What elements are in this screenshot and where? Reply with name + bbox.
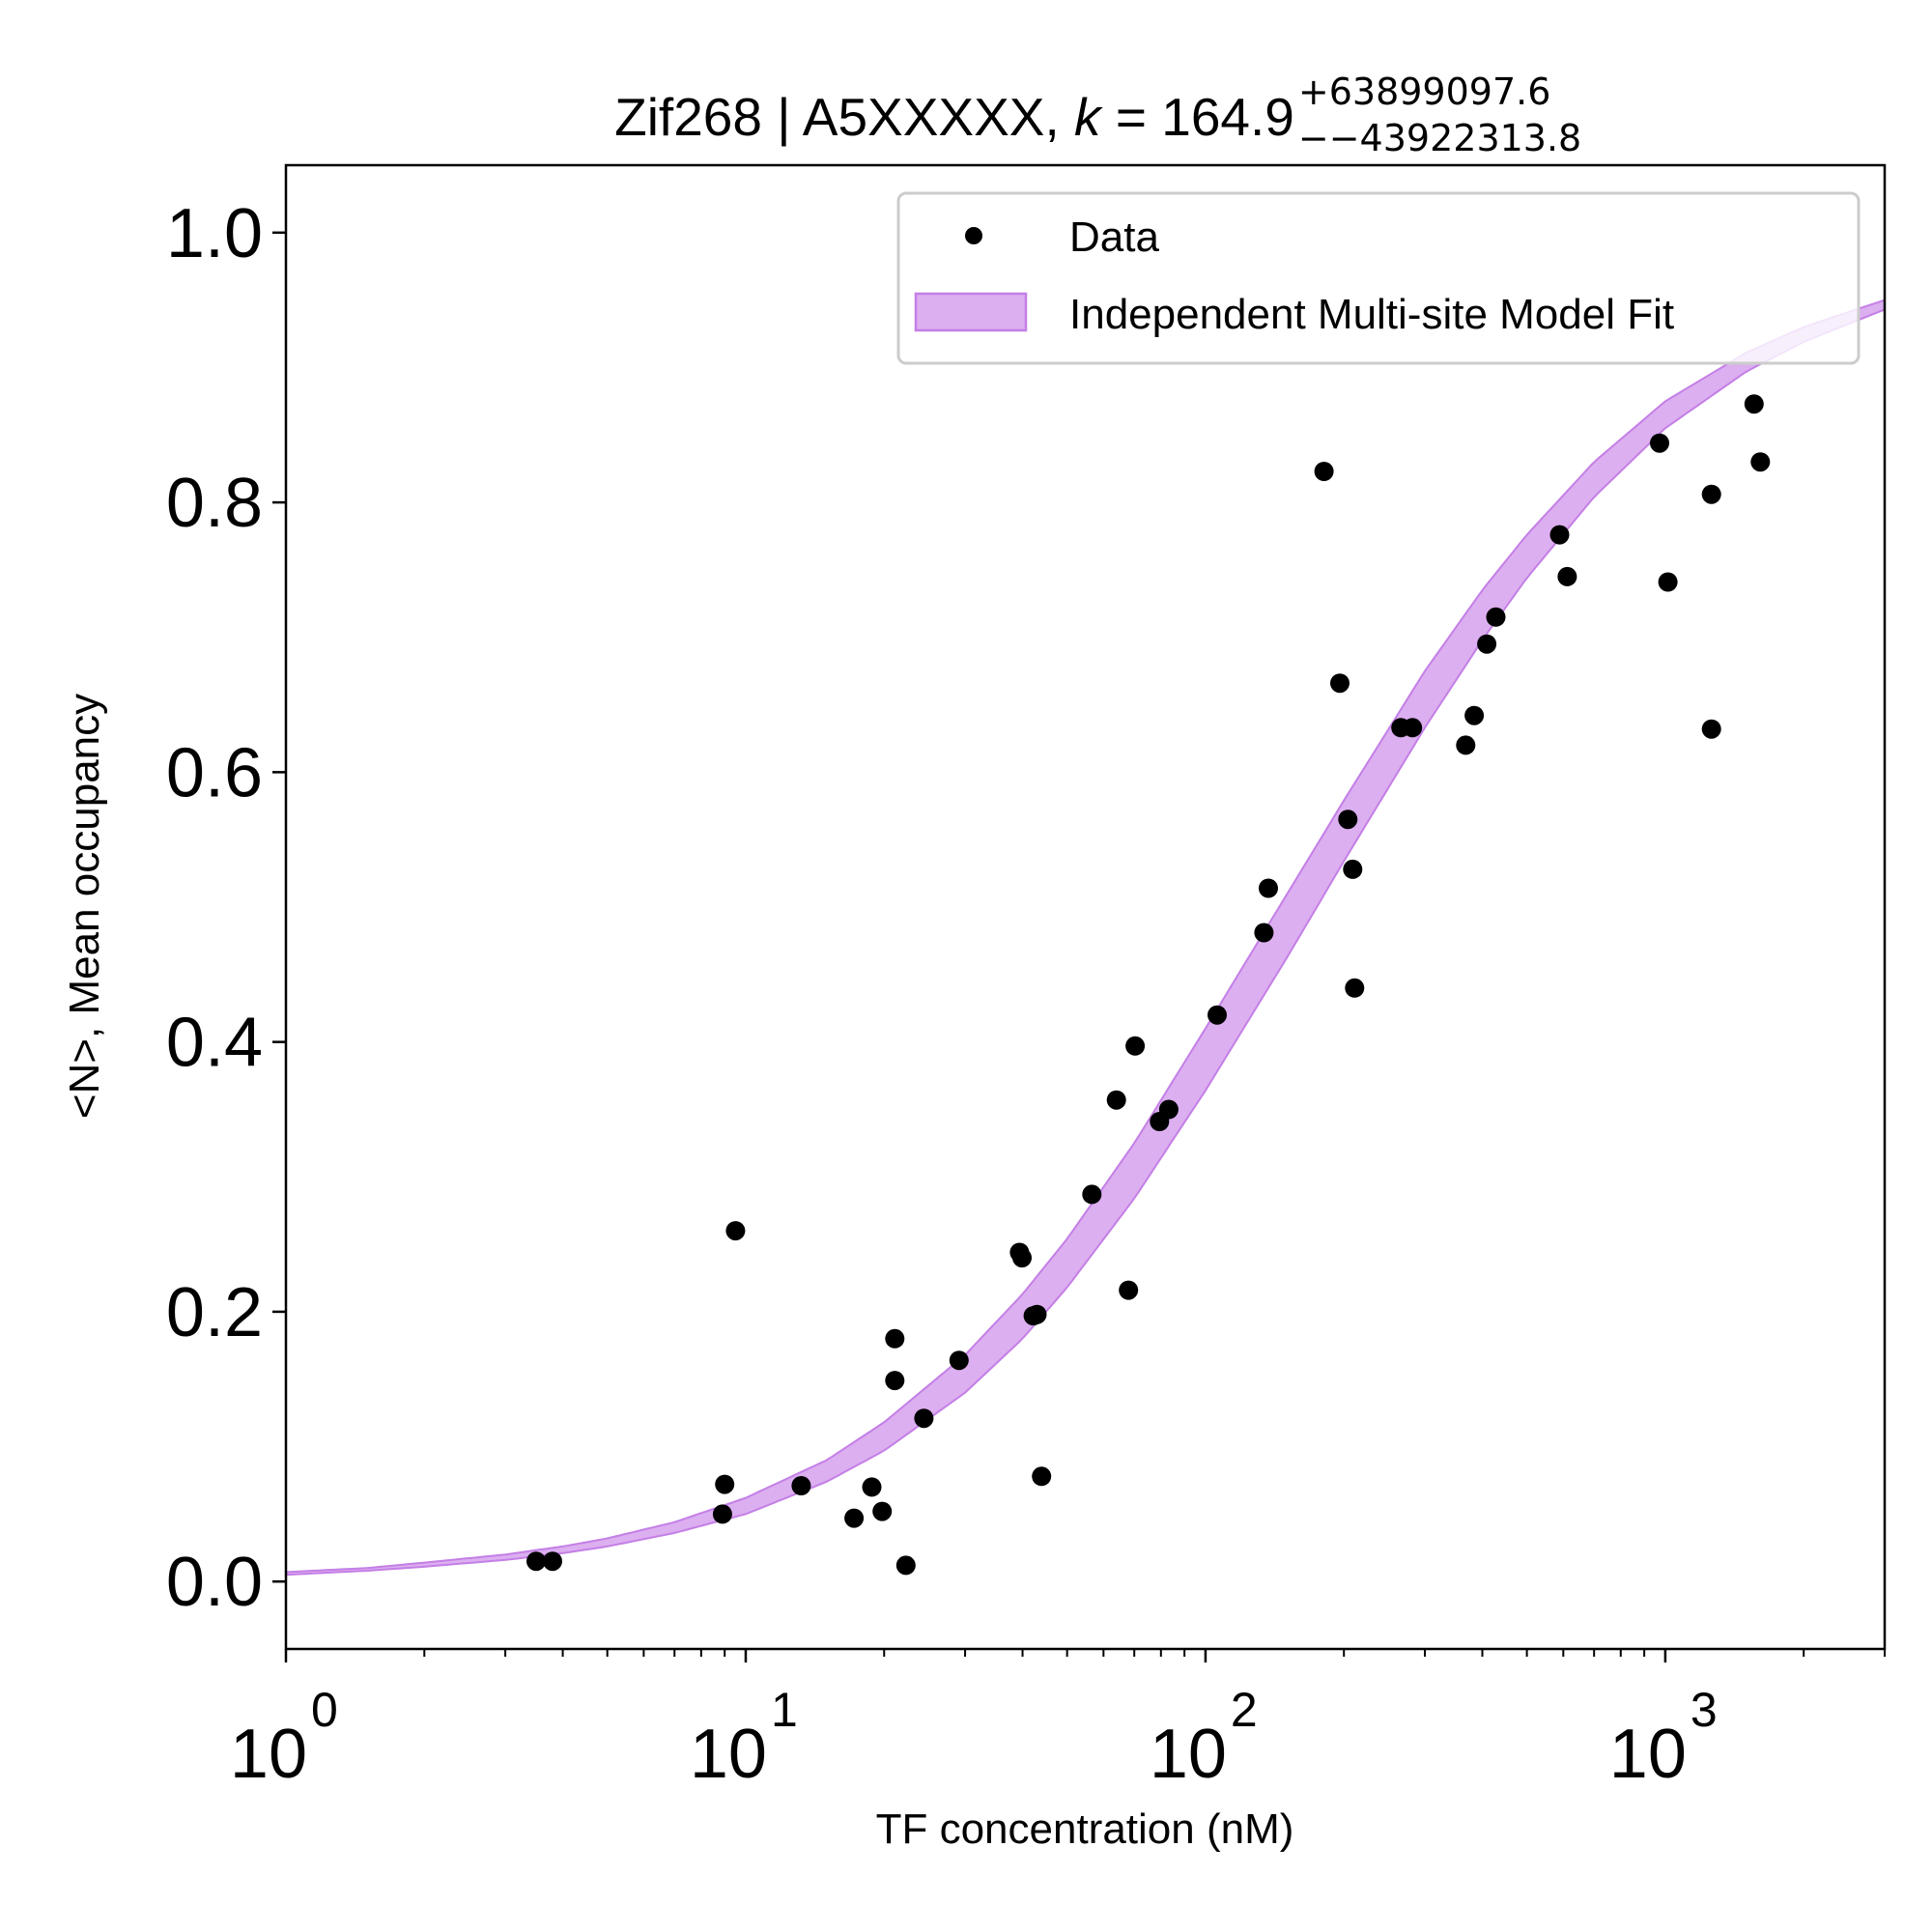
data-point-44 [1701,719,1721,739]
data-point-19 [1082,1184,1102,1205]
data-point-3 [715,1474,735,1494]
data-point-6 [844,1508,865,1528]
title-k-value: 164.9 [1161,87,1294,147]
legend-frame [896,191,1861,365]
data-point-40 [1557,566,1577,586]
data-point-22 [1125,1036,1146,1056]
x-tick-label-base-1: 10 [690,1716,767,1793]
title-lower-error: −−43922313.8 [1298,117,1581,159]
data-point-17 [1027,1304,1047,1324]
data-point-26 [1254,923,1274,943]
data-point-35 [1456,735,1476,755]
x-tick-label-exp-1: 1 [771,1683,798,1737]
title-upper-error: +63899097.6 [1298,71,1551,113]
x-axis-label: TF concentration (nM) [876,1805,1294,1853]
x-tick-label-base-0: 10 [230,1716,307,1793]
y-tick-label-2: 0.4 [166,1005,263,1082]
data-point-46 [1750,452,1771,472]
data-point-0 [526,1551,546,1572]
x-tick-label-base-2: 10 [1150,1716,1227,1793]
plot-frame [284,163,1887,1651]
y-tick-label-0: 0.0 [166,1544,263,1621]
x-tick-label-exp-2: 2 [1231,1683,1258,1737]
data-point-27 [1259,878,1278,898]
data-point-37 [1477,634,1497,654]
data-point-10 [885,1371,905,1391]
data-point-32 [1345,978,1365,998]
fit-band-area [286,299,1885,1576]
data-point-39 [1549,525,1570,545]
y-axis-label: <N>, Mean occupancy [61,694,108,1119]
y-tick-label-1: 0.2 [166,1274,263,1351]
y-tick-label-4: 0.8 [166,465,263,542]
legend-data-marker [965,227,982,244]
data-point-43 [1701,484,1721,504]
y-tick-label-3: 0.6 [166,734,263,811]
data-point-28 [1314,462,1334,481]
data-point-4 [725,1221,746,1241]
data-point-13 [949,1350,969,1371]
data-point-8 [872,1501,893,1521]
x-tick-label-exp-3: 3 [1690,1683,1718,1737]
data-point-25 [1208,1005,1227,1025]
data-point-31 [1343,859,1363,879]
data-point-2 [712,1504,732,1524]
data-point-38 [1486,607,1506,627]
data-point-29 [1330,673,1350,694]
legend: Data Independent Multi-site Model Fit [896,191,1861,365]
data-point-15 [1012,1248,1032,1268]
data-point-30 [1338,810,1358,830]
title-prefix: Zif268 | A5XXXXX, [614,87,1074,147]
data-point-18 [1032,1466,1052,1487]
data-point-11 [895,1555,916,1576]
data-point-45 [1744,394,1764,414]
data-point-7 [862,1477,882,1497]
data-point-21 [1119,1280,1139,1300]
data-point-42 [1658,572,1678,592]
data-point-41 [1650,433,1669,453]
y-tick-label-5: 1.0 [166,195,263,272]
fit-band-upper-edge [285,298,1886,1574]
data-point-36 [1464,705,1485,725]
legend-label-data: Data [1069,213,1159,261]
data-point-24 [1158,1099,1179,1120]
x-tick-label-exp-0: 0 [311,1683,338,1737]
legend-fit-swatch [914,292,1028,332]
legend-label-fit: Independent Multi-site Model Fit [1069,291,1674,338]
data-point-1 [543,1551,562,1572]
data-point-12 [914,1408,934,1429]
data-point-20 [1106,1090,1126,1110]
data-points-layer [526,394,1771,1576]
x-tick-label-base-3: 10 [1609,1716,1687,1793]
title-equals: = [1101,87,1162,147]
data-point-9 [885,1328,905,1349]
chart-title: Zif268 | A5XXXXX, k = 164.9 [614,87,1294,147]
data-point-5 [791,1476,811,1495]
title-k-symbol: k [1074,87,1103,147]
data-point-34 [1403,718,1423,738]
